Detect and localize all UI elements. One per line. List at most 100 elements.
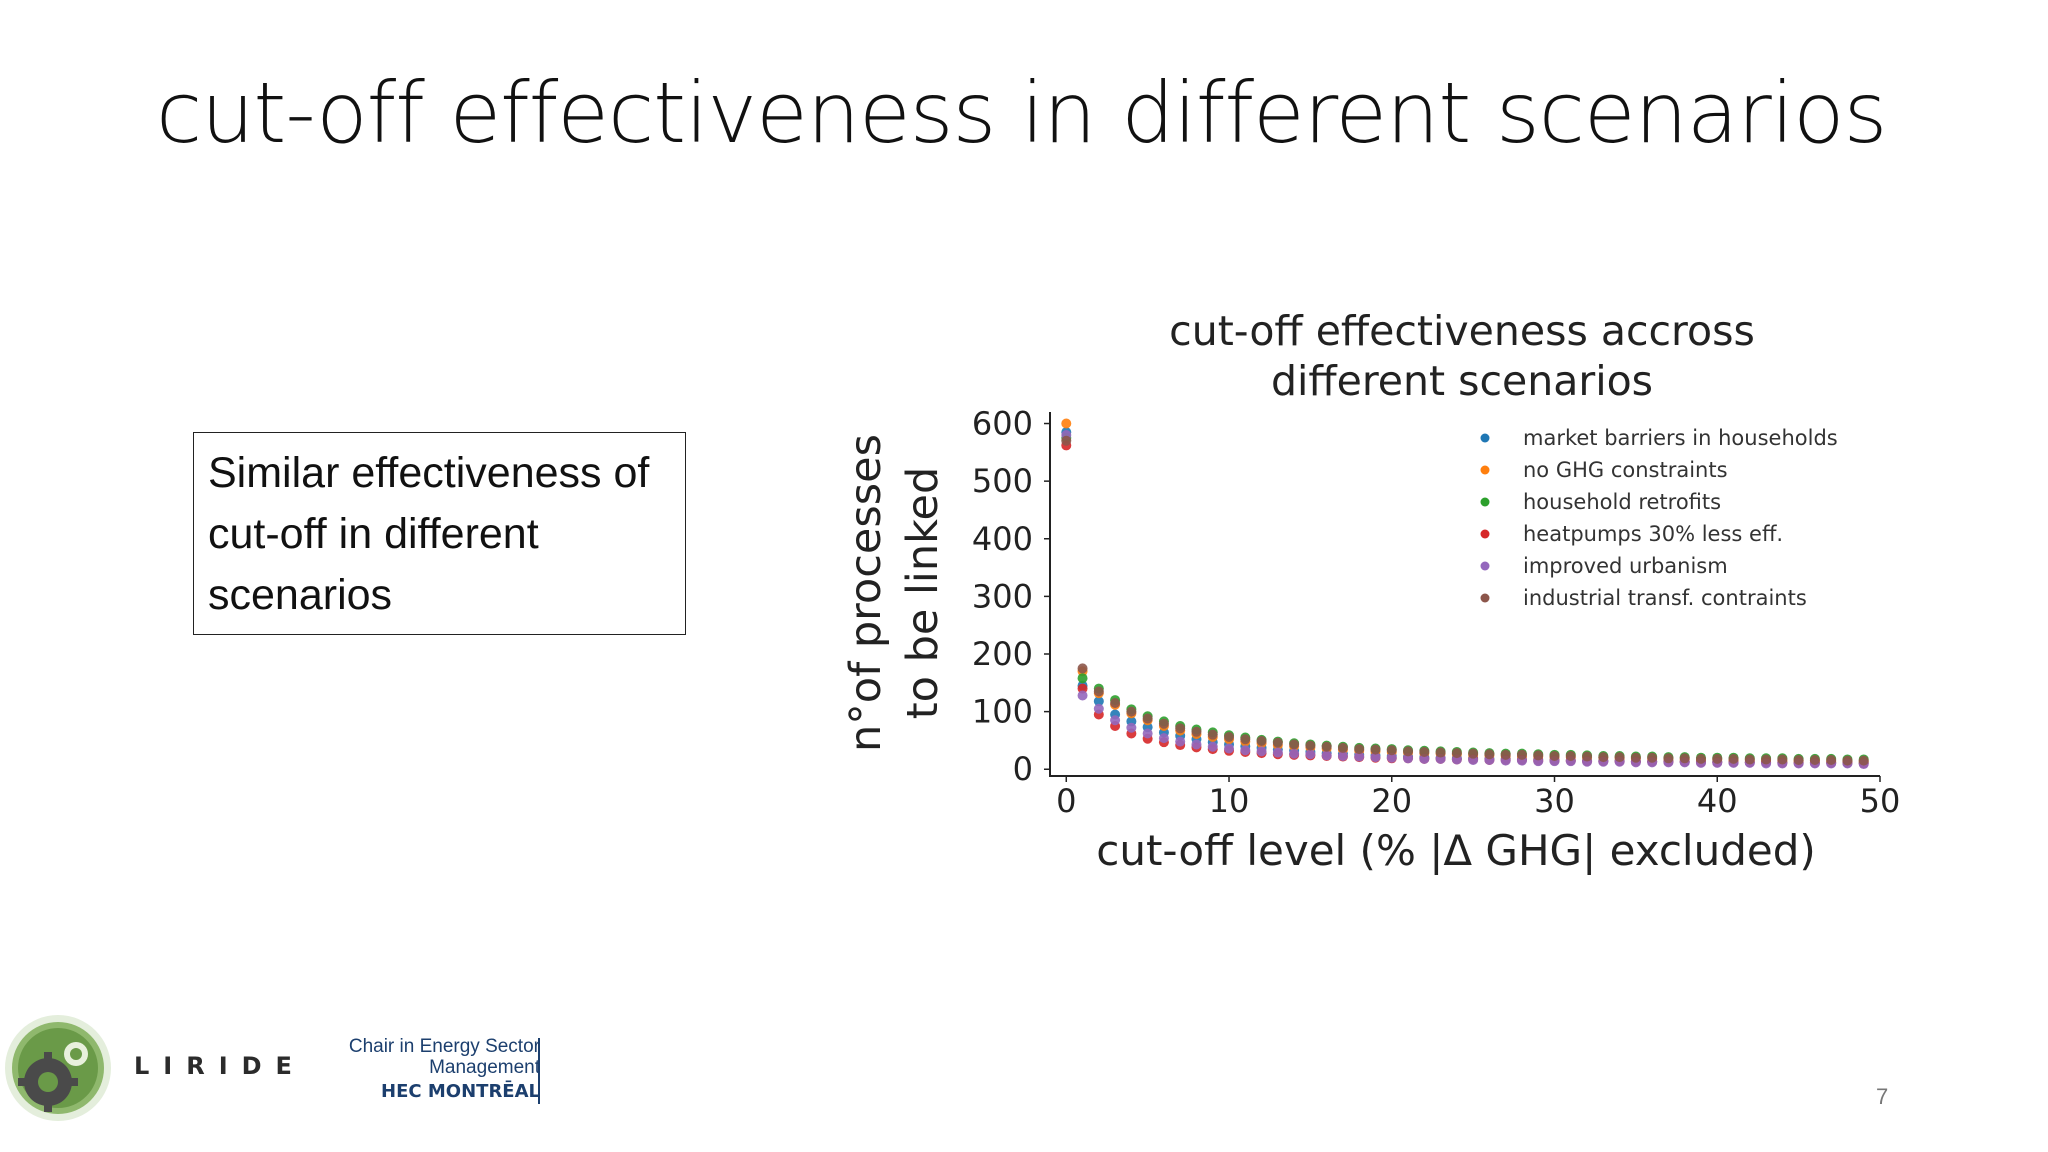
- data-point: [1549, 750, 1560, 761]
- y-tick-label: 500: [972, 462, 1033, 500]
- data-point: [1744, 754, 1755, 765]
- y-axis-label: n°of processes to be linked: [841, 434, 948, 752]
- data-point: [1093, 703, 1104, 714]
- legend-label: household retrofits: [1523, 490, 1721, 514]
- legend-label: market barriers in households: [1523, 426, 1838, 450]
- x-tick-label: 20: [1371, 782, 1412, 820]
- data-point: [1175, 736, 1186, 747]
- legend-label: improved urbanism: [1523, 554, 1728, 578]
- data-point: [1337, 750, 1348, 761]
- legend-marker: [1480, 465, 1490, 475]
- liride-logo: [5, 1015, 111, 1121]
- chart-points: [1061, 418, 1869, 770]
- chart-title-line: cut-off effectiveness accross: [1169, 307, 1755, 355]
- chart-legend: market barriers in households no GHG cons…: [1480, 426, 1838, 610]
- data-point: [1077, 683, 1088, 694]
- hec-montreal-wordmark: HEC MONTRĒAL: [381, 1081, 540, 1102]
- data-point: [1793, 755, 1804, 766]
- data-point: [1679, 753, 1690, 764]
- legend-marker: [1480, 529, 1490, 539]
- data-point: [1321, 741, 1332, 752]
- data-point: [1484, 749, 1495, 760]
- y-axis-label-line: n°of processes: [841, 434, 891, 752]
- y-tick-label: 300: [972, 577, 1033, 615]
- data-point: [1158, 718, 1169, 729]
- data-point: [1077, 673, 1088, 684]
- data-point: [1695, 753, 1706, 764]
- data-point: [1175, 723, 1186, 734]
- y-tick-label: 200: [972, 635, 1033, 673]
- data-point: [1598, 752, 1609, 763]
- data-point: [1061, 435, 1072, 446]
- data-point: [1370, 752, 1381, 763]
- data-point: [1630, 752, 1641, 763]
- data-point: [1451, 748, 1462, 759]
- data-point: [1093, 686, 1104, 697]
- data-point: [1712, 753, 1723, 764]
- chart-title-line: different scenarios: [1271, 357, 1653, 405]
- legend-label: no GHG constraints: [1523, 458, 1728, 482]
- liride-wordmark: LIRIDE: [134, 1052, 306, 1080]
- chair-line-2: Management: [429, 1057, 540, 1078]
- legend-label: industrial transf. contraints: [1523, 586, 1807, 610]
- data-point: [1207, 729, 1218, 740]
- note-box: Similar effectiveness of cut-off in diff…: [193, 432, 686, 635]
- y-tick-label: 400: [972, 520, 1033, 558]
- data-point: [1386, 745, 1397, 756]
- data-point: [1207, 741, 1218, 752]
- data-point: [1272, 737, 1283, 748]
- data-point: [1224, 743, 1235, 754]
- data-point: [1533, 750, 1544, 761]
- data-point: [1516, 749, 1527, 760]
- data-point: [1077, 690, 1088, 701]
- data-point: [1614, 752, 1625, 763]
- x-tick-label: 30: [1534, 782, 1575, 820]
- chart-axes: [1049, 412, 1880, 777]
- data-point: [1289, 748, 1300, 759]
- data-point: [1370, 744, 1381, 755]
- data-point: [1403, 753, 1414, 764]
- x-tick-label: 0: [1056, 782, 1076, 820]
- data-point: [1419, 753, 1430, 764]
- data-point: [1256, 746, 1267, 757]
- y-tick-label: 0: [1013, 750, 1033, 788]
- data-point: [1305, 749, 1316, 760]
- data-point: [1240, 745, 1251, 756]
- data-point: [1142, 713, 1153, 724]
- data-point: [1240, 734, 1251, 745]
- x-tick-label: 10: [1209, 782, 1250, 820]
- x-tick-label: 50: [1860, 782, 1901, 820]
- legend-marker: [1480, 433, 1490, 443]
- data-point: [1272, 747, 1283, 758]
- chair-line-1: Chair in Energy Sector: [348, 1036, 540, 1057]
- data-point: [1826, 755, 1837, 766]
- x-tick-label: 40: [1697, 782, 1738, 820]
- data-point: [1126, 722, 1137, 733]
- data-point: [1224, 731, 1235, 742]
- data-point: [1777, 754, 1788, 765]
- data-point: [1077, 663, 1088, 674]
- data-point: [1256, 736, 1267, 747]
- data-point: [1565, 750, 1576, 761]
- data-point: [1500, 749, 1511, 760]
- data-point: [1403, 746, 1414, 757]
- data-point: [1158, 733, 1169, 744]
- data-point: [1354, 751, 1365, 762]
- data-point: [1419, 746, 1430, 757]
- data-point: [1289, 739, 1300, 750]
- data-point: [1142, 728, 1153, 739]
- data-point: [1647, 752, 1658, 763]
- x-axis-label: cut-off level (% |Δ GHG| excluded): [1096, 826, 1816, 875]
- data-point: [1093, 696, 1104, 707]
- legend-marker: [1480, 593, 1490, 603]
- chair-logo: Chair in Energy Sector Management HEC MO…: [330, 1036, 540, 1106]
- slide-title: cut-off effectiveness in different scena…: [156, 64, 1887, 162]
- data-point: [1842, 755, 1853, 766]
- data-point: [1809, 755, 1820, 766]
- data-point: [1435, 747, 1446, 758]
- y-tick-label: 600: [972, 405, 1033, 443]
- data-point: [1663, 753, 1674, 764]
- series-industrial-transf-contraints: [1061, 435, 1869, 766]
